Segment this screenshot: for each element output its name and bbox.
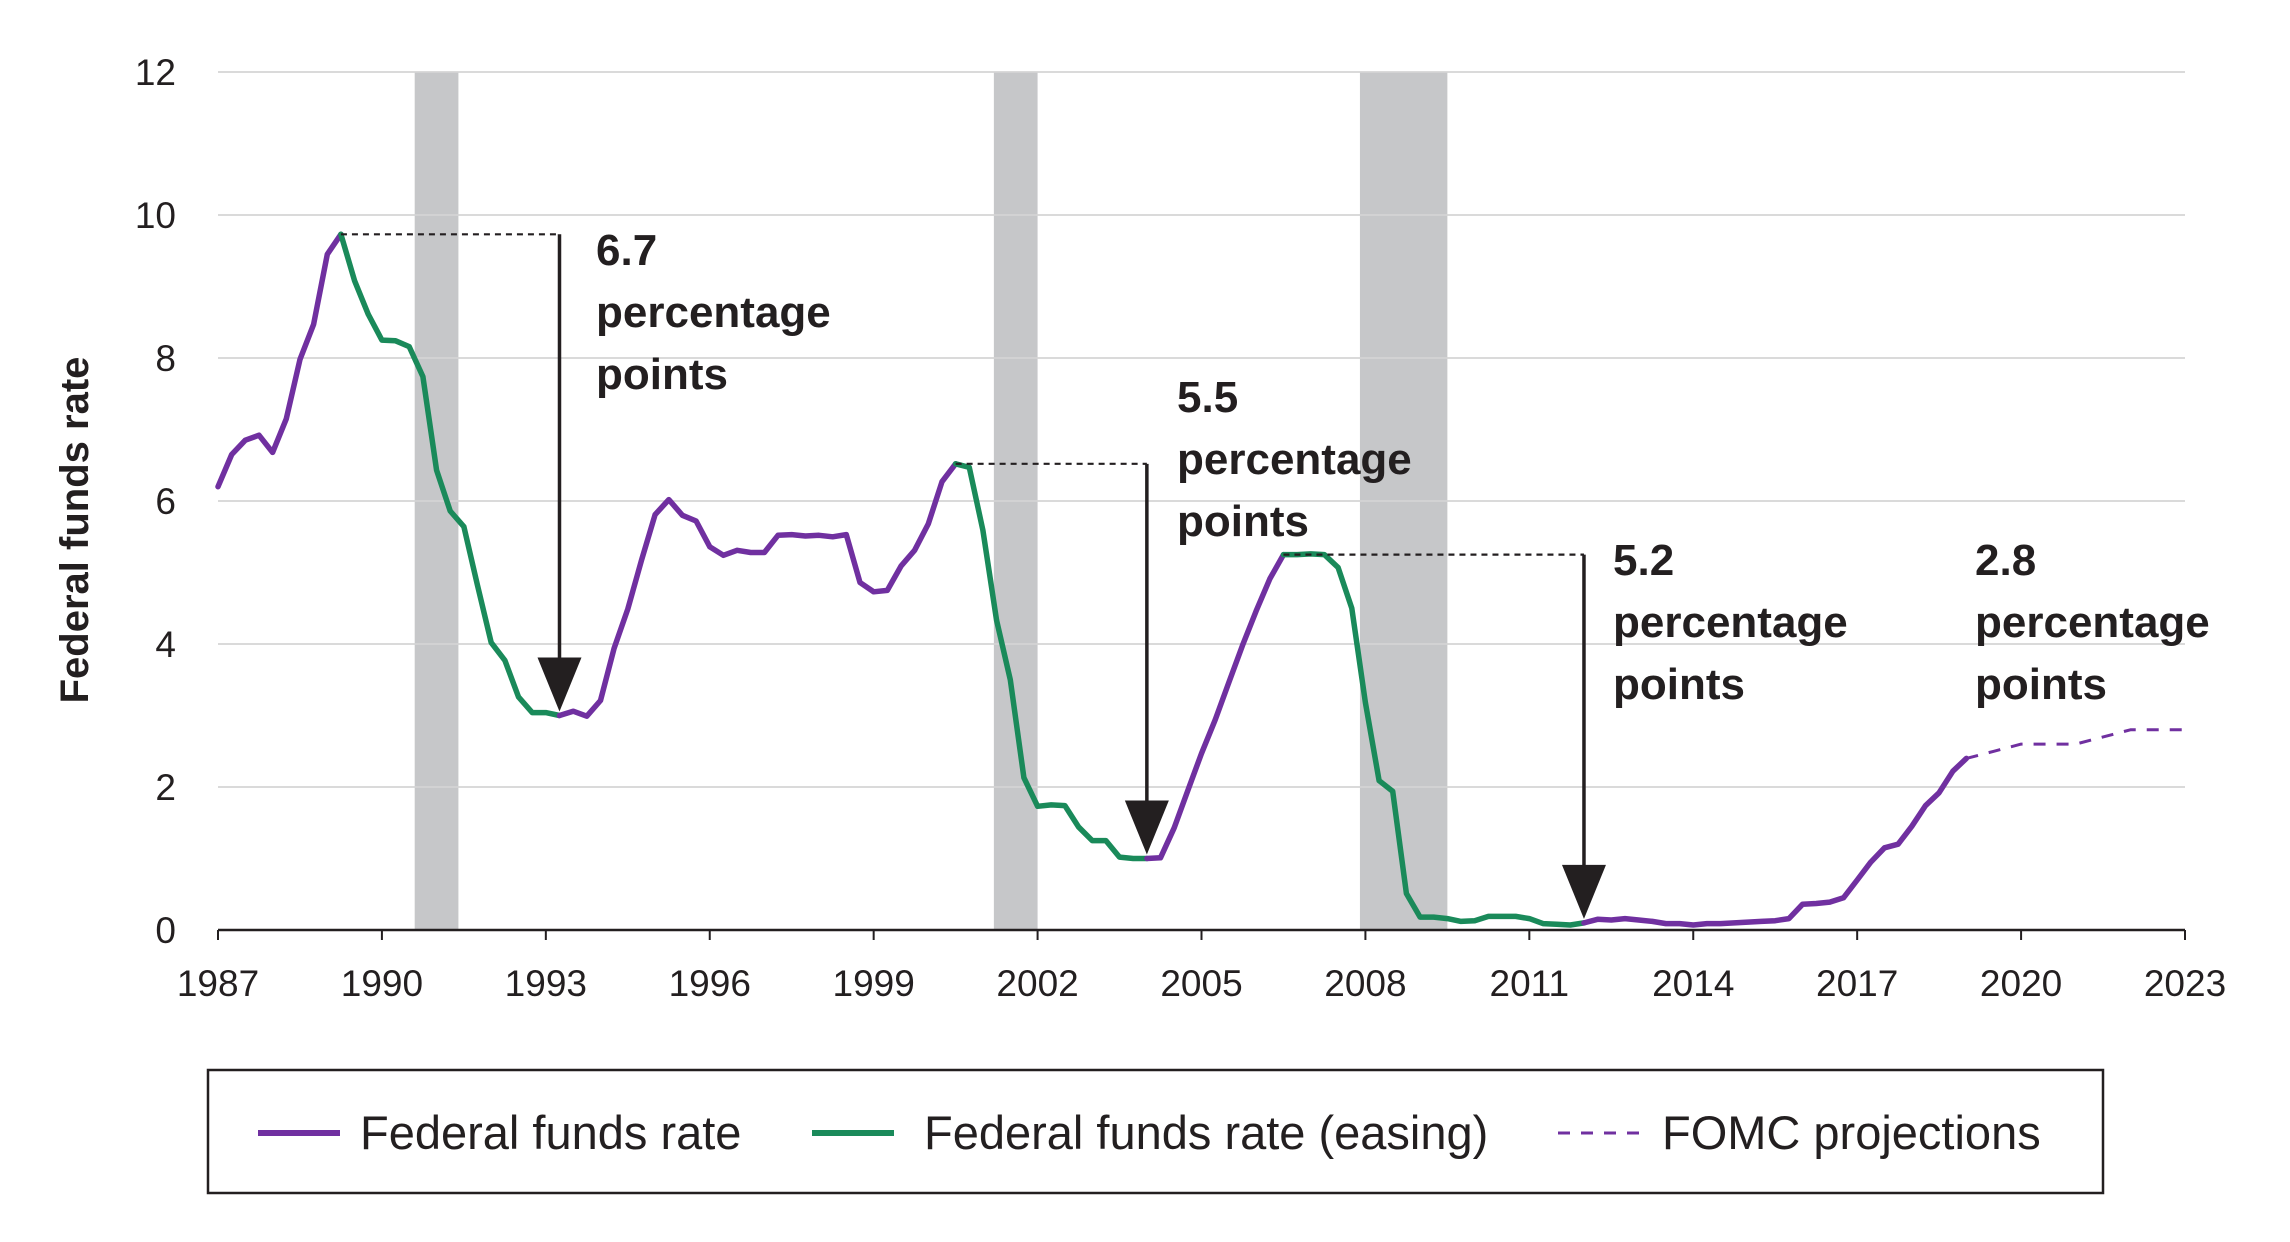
series-line-4: [952, 461, 1150, 862]
series-line-1: [215, 231, 344, 490]
legend-label-federal-funds-rate: Federal funds rate: [360, 1106, 741, 1159]
x-tick-label: 1996: [669, 963, 751, 1004]
annotation-label-3: points: [1613, 660, 1745, 709]
series-line-8: [1966, 728, 2185, 760]
annotation-label-3: percentage: [1613, 598, 1848, 647]
annotation-label-1: 6.7: [596, 226, 657, 275]
legend-label-federal-funds-rate-easing: Federal funds rate (easing): [924, 1106, 1488, 1159]
series-line-3: [556, 461, 959, 719]
annotation-label-4: percentage: [1975, 598, 2210, 647]
x-tick-label: 1987: [177, 963, 259, 1004]
gridlines: [217, 71, 2186, 940]
x-tick-label: 2008: [1324, 963, 1406, 1004]
annotation-label-4: 2.8: [1975, 536, 2036, 585]
annotation-arrowhead-1: [537, 657, 582, 712]
x-tick-label: 1993: [505, 963, 587, 1004]
annotation-label-2: points: [1177, 497, 1309, 546]
x-tick-label: 2017: [1816, 963, 1898, 1004]
annotation-label-1: percentage: [596, 288, 831, 337]
legend-label-fomc-projections: FOMC projections: [1662, 1106, 2041, 1159]
y-axis-tick-labels: 0 2 4 6 8 10 12: [135, 52, 176, 951]
x-tick-label: 1999: [833, 963, 915, 1004]
series-line-6: [1280, 551, 1587, 928]
series-line-5: [1144, 551, 1287, 862]
x-tick-label: 2002: [996, 963, 1078, 1004]
legend-box: [206, 1068, 2105, 1195]
y-tick-label: 4: [155, 624, 176, 665]
y-tick-label: 10: [135, 195, 176, 236]
y-tick-label: 0: [155, 910, 176, 951]
x-tick-label: 2011: [1490, 963, 1570, 1004]
x-axis-tick-labels: 1987 1990 1993 1996 1999 2002 2005 2008 2011 2014…: [177, 963, 2226, 1004]
annotation-arrowhead-2: [1124, 800, 1169, 855]
y-tick-label: 12: [135, 52, 176, 93]
y-tick-label: 8: [155, 338, 176, 379]
x-tick-label: 2023: [2144, 963, 2226, 1004]
series-line-7: [1581, 755, 1970, 928]
x-tick-label: 2020: [1980, 963, 2062, 1004]
annotation-label-2: 5.5: [1177, 373, 1238, 422]
y-tick-label: 2: [155, 767, 176, 808]
x-tick-label: 2005: [1160, 963, 1242, 1004]
annotation-arrowhead-3: [1561, 864, 1606, 919]
annotation-label-2: percentage: [1177, 435, 1412, 484]
y-axis-label: Federal funds rate: [53, 357, 97, 704]
series-line-2: [338, 231, 563, 719]
x-tick-label: 1990: [341, 963, 423, 1004]
x-tick-label: 2014: [1652, 963, 1734, 1004]
annotation-label-3: 5.2: [1613, 536, 1674, 585]
annotation-label-4: points: [1975, 660, 2107, 709]
annotation-label-1: points: [596, 350, 728, 399]
series-lines: [215, 231, 2185, 928]
y-tick-label: 6: [155, 481, 176, 522]
annotations: 6.7 percentage points 5.5 percentage points 5.…: [340, 226, 2210, 919]
legend: Federal funds rate Federal funds rate (e…: [206, 1068, 2105, 1195]
